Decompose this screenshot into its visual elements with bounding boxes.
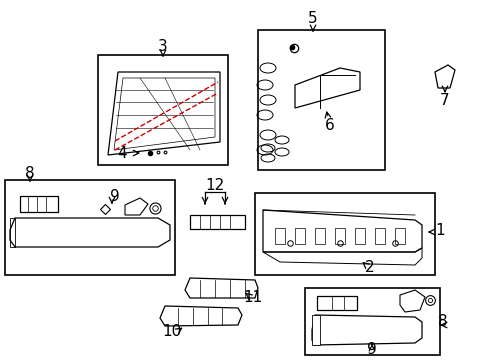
Bar xyxy=(334,228,345,244)
Bar xyxy=(98,55,227,165)
Bar xyxy=(354,228,364,244)
Text: 8: 8 xyxy=(437,315,447,329)
Bar xyxy=(254,193,434,275)
Text: 4: 4 xyxy=(117,145,126,161)
Bar xyxy=(190,215,244,229)
Bar xyxy=(274,228,285,244)
Bar xyxy=(311,315,319,345)
Text: 8: 8 xyxy=(25,166,35,180)
Text: 11: 11 xyxy=(243,289,262,305)
Text: 10: 10 xyxy=(162,324,181,339)
Bar xyxy=(258,30,384,170)
Bar xyxy=(294,228,305,244)
Text: 9: 9 xyxy=(366,342,376,357)
Text: 9: 9 xyxy=(110,189,120,203)
Bar xyxy=(374,228,384,244)
Bar xyxy=(394,228,404,244)
Bar xyxy=(5,180,175,275)
Bar xyxy=(20,196,58,212)
Bar xyxy=(316,296,356,310)
Bar xyxy=(305,288,439,355)
Text: 5: 5 xyxy=(307,10,317,26)
Text: 7: 7 xyxy=(439,93,449,108)
Text: 1: 1 xyxy=(434,222,444,238)
Text: 2: 2 xyxy=(365,261,374,275)
Text: 3: 3 xyxy=(158,39,167,54)
Bar xyxy=(314,228,325,244)
Text: 12: 12 xyxy=(205,177,224,193)
Text: 6: 6 xyxy=(325,117,334,132)
